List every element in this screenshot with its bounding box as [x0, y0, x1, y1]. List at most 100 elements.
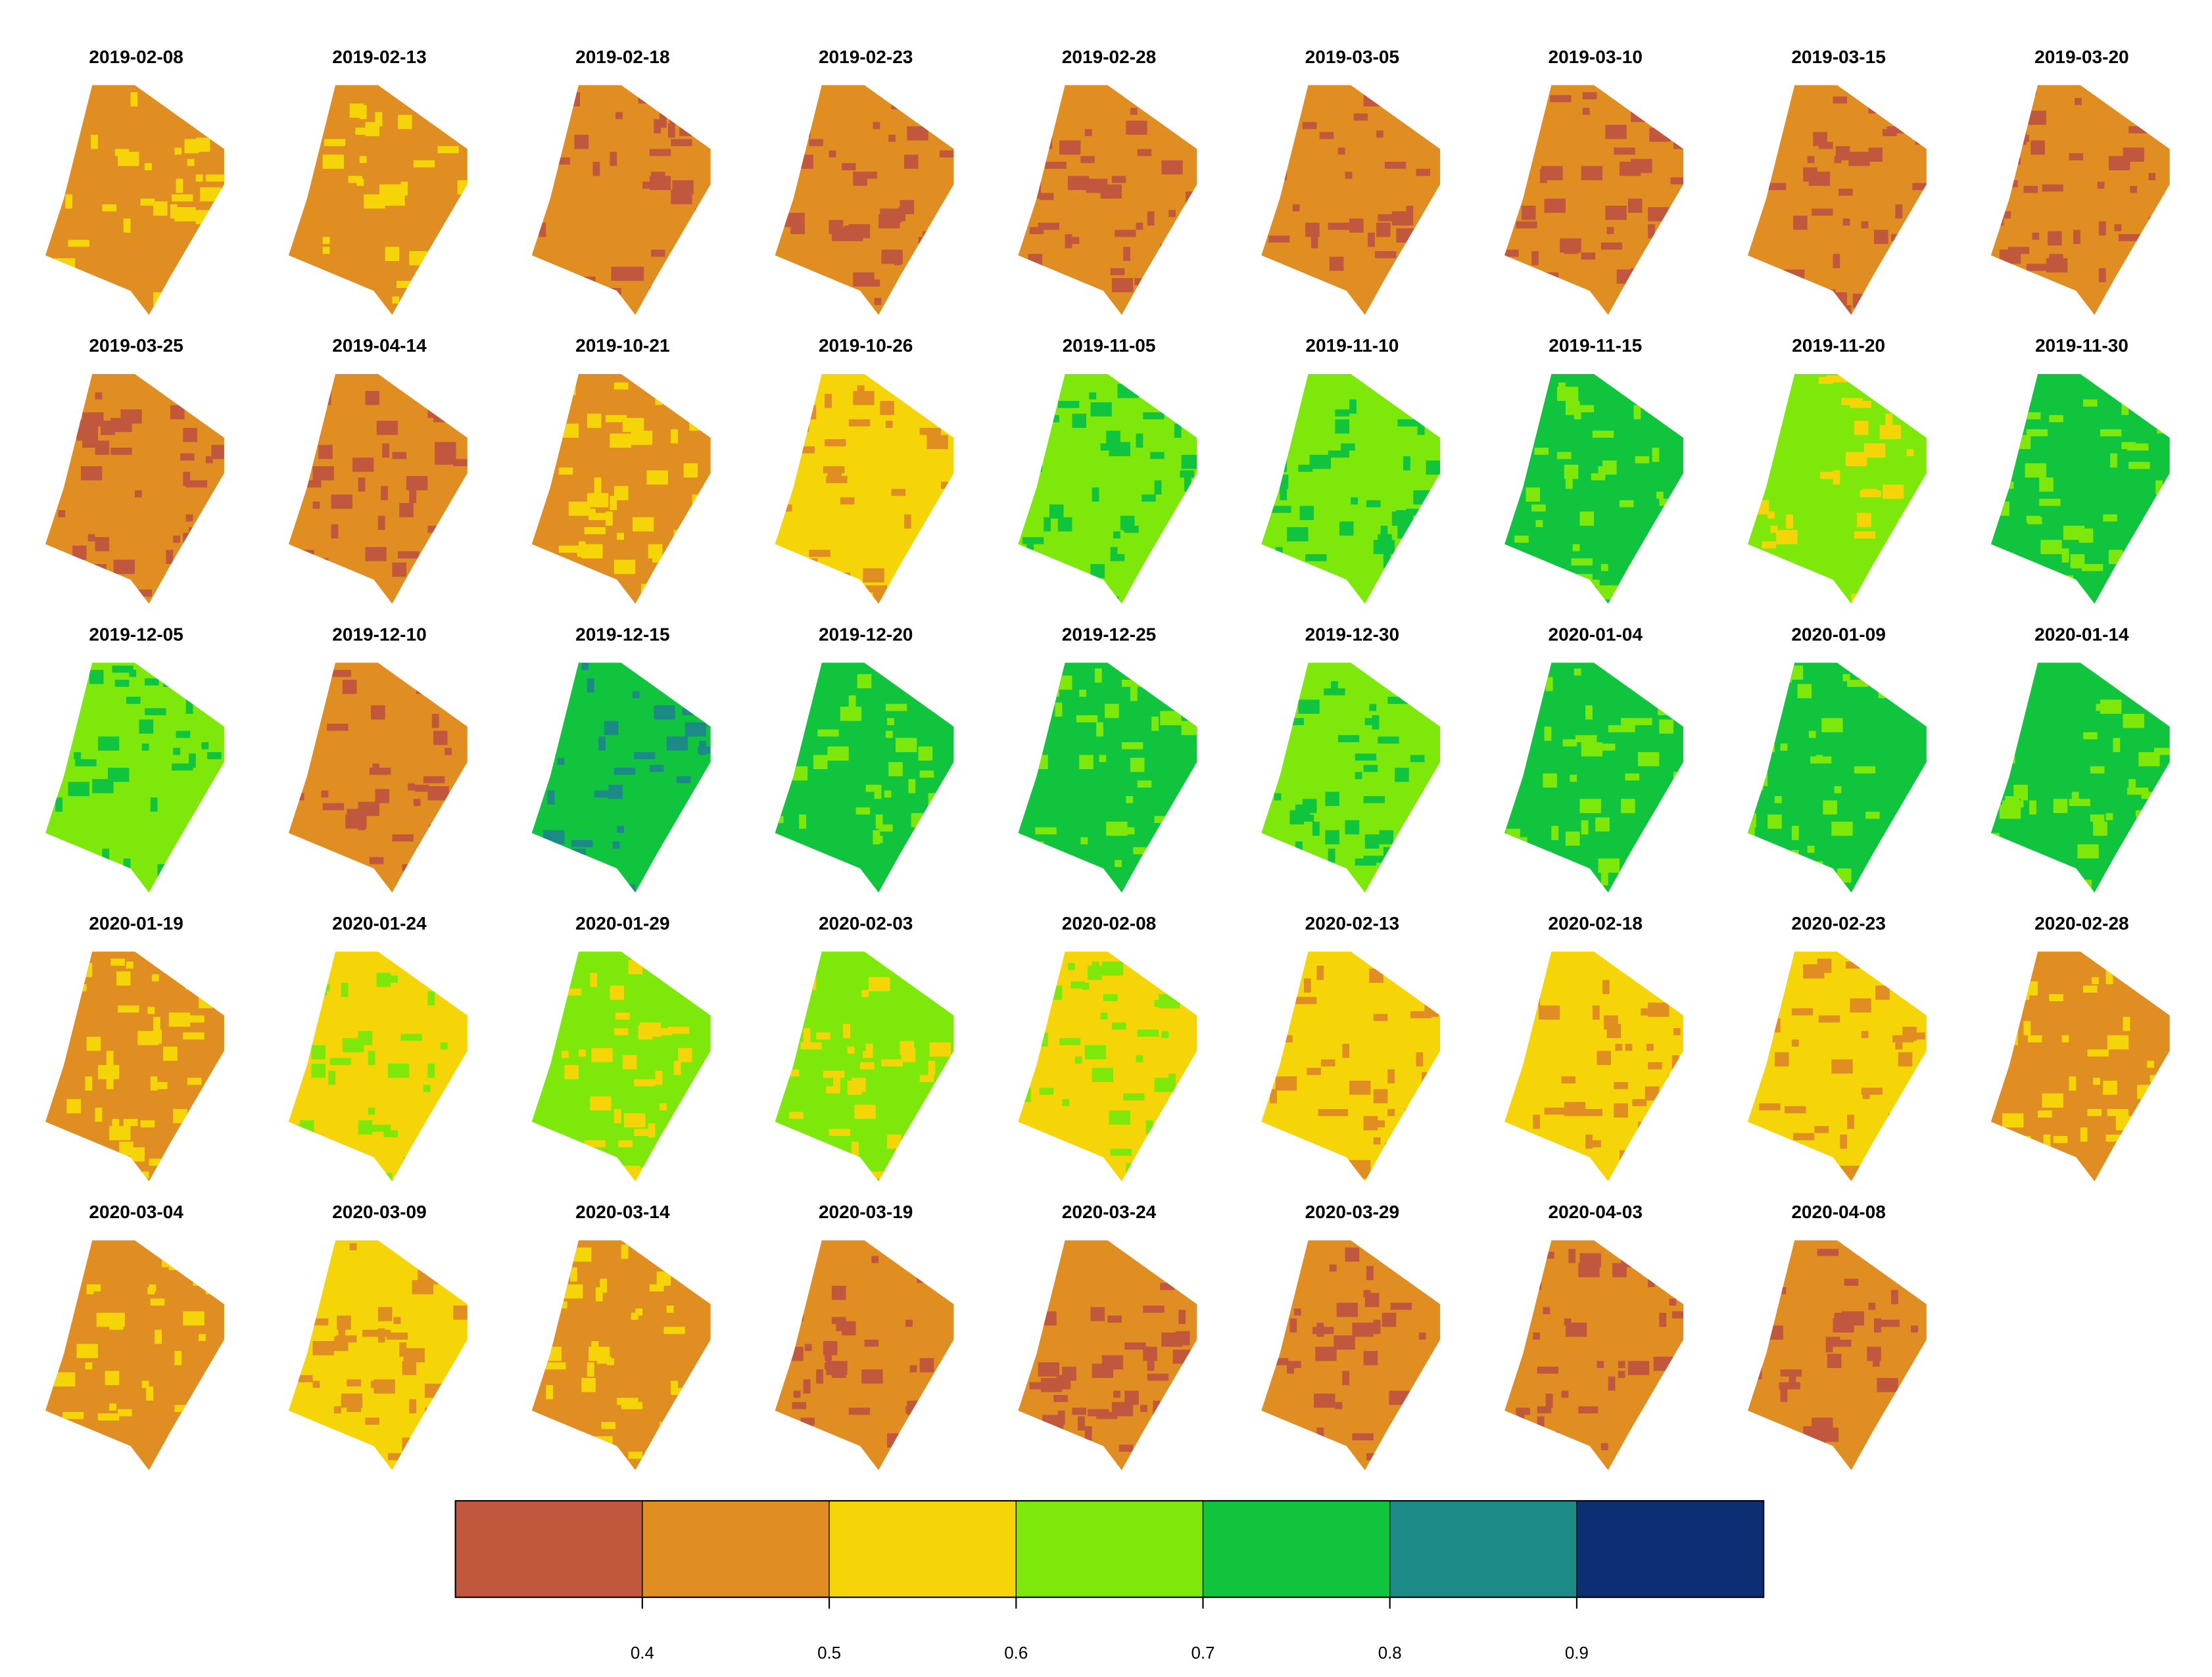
raster-main [775, 663, 954, 893]
colorbar-segment [1015, 1500, 1204, 1598]
raster-main [1747, 663, 1927, 893]
panel-map [1018, 85, 1197, 316]
colorbar-tick-label: 0.4 [631, 1644, 654, 1663]
panel-map [1990, 951, 2170, 1182]
panel-map [531, 951, 711, 1182]
panel-title: 2019-10-21 [575, 335, 669, 356]
panel-title: 2019-02-23 [819, 47, 913, 67]
panel-title: 2020-02-23 [1791, 913, 1885, 933]
raster-main [1504, 663, 1684, 893]
panel-map [288, 373, 468, 604]
panel-title: 2019-12-15 [575, 625, 669, 645]
colorbar-segment [1389, 1500, 1577, 1598]
raster-main [1261, 85, 1441, 316]
panel-map [1261, 663, 1441, 893]
colorbar-segment [642, 1500, 830, 1598]
raster-patch [537, 663, 711, 893]
raster-main [45, 1240, 224, 1471]
panel-title: 2020-01-29 [575, 913, 669, 933]
raster-main [1018, 951, 1197, 1182]
raster-main [1261, 1240, 1441, 1471]
raster-main [775, 373, 954, 604]
panel-title: 2019-10-26 [819, 335, 913, 356]
panel-title: 2019-04-14 [332, 335, 427, 356]
panel-map [775, 951, 954, 1182]
panel-map [1018, 951, 1197, 1182]
panel-map [45, 85, 224, 316]
colorbar-tick-label: 0.9 [1565, 1644, 1589, 1663]
raster-main [288, 1240, 468, 1471]
panel-map [1747, 1240, 1927, 1471]
panel-title: 2019-12-25 [1062, 625, 1156, 645]
raster-main [288, 373, 468, 604]
raster-main [531, 951, 711, 1182]
panel-map [531, 1240, 711, 1471]
panel-map [45, 373, 224, 604]
panel-title: 2019-12-05 [89, 625, 183, 645]
panel-map [775, 85, 954, 316]
raster-patch [1749, 953, 1927, 1180]
raster-patch [1995, 377, 2170, 604]
panel-title: 2019-12-10 [332, 625, 426, 645]
panel-title: 2020-01-09 [1791, 625, 1885, 645]
colorbar-segment [1576, 1500, 1764, 1598]
panel-title: 2020-03-04 [89, 1202, 183, 1222]
panel-title: 2020-02-18 [1548, 913, 1642, 933]
colorbar-tick-label: 0.8 [1378, 1644, 1402, 1663]
panel-title: 2020-03-14 [575, 1202, 670, 1222]
raster-patch [1018, 1254, 1194, 1452]
raster-main [1504, 85, 1684, 316]
panel-title: 2019-02-18 [575, 47, 669, 67]
panel-title: 2020-01-14 [2034, 625, 2129, 645]
raster-main [1018, 373, 1197, 604]
panel-title: 2019-11-15 [1549, 335, 1642, 356]
raster-main [1747, 85, 1927, 316]
colorbar-frame [454, 1500, 1765, 1598]
raster-main [531, 663, 711, 893]
panel-title: 2019-11-30 [2035, 335, 2128, 356]
panel-map [1747, 663, 1927, 893]
panel-title: 2019-02-28 [1062, 47, 1156, 67]
panel-map [1990, 85, 2170, 316]
colorbar-segment [455, 1500, 643, 1598]
raster-patch [1022, 375, 1197, 604]
panel-map [1261, 1240, 1441, 1471]
panel-map [1747, 373, 1927, 604]
raster-main [1261, 951, 1441, 1182]
panel-title: 2020-02-08 [1062, 913, 1156, 933]
raster-main [1261, 373, 1441, 604]
panel-title: 2020-01-19 [89, 913, 183, 933]
panel-map [1018, 663, 1197, 893]
panel-title: 2019-02-13 [332, 47, 426, 67]
raster-patch [1261, 663, 1441, 889]
panel-title: 2019-03-15 [1791, 47, 1885, 67]
panel-map [1018, 1240, 1197, 1471]
raster-patch [1506, 668, 1684, 889]
panel-title: 2019-12-30 [1305, 625, 1399, 645]
panel-title: 2019-12-20 [819, 625, 913, 645]
raster-patch [53, 958, 224, 1179]
raster-main [45, 85, 224, 316]
panel-map [45, 663, 224, 893]
panel-map [1747, 951, 1927, 1182]
colorbar-segment [1202, 1500, 1391, 1598]
raster-main [1990, 85, 2170, 316]
panel-map [1261, 85, 1441, 316]
raster-main [1018, 663, 1197, 893]
raster-main [288, 951, 468, 1182]
colorbar-tick-label: 0.7 [1191, 1644, 1215, 1663]
raster-patch [533, 381, 711, 598]
colorbar-tick-label: 0.5 [817, 1644, 841, 1663]
panel-title: 2020-04-08 [1791, 1202, 1885, 1222]
raster-main [1261, 663, 1441, 893]
raster-patch [48, 1253, 224, 1455]
panel-map [288, 85, 468, 316]
raster-main [45, 663, 224, 893]
panel-map [1018, 373, 1197, 604]
panel-title: 2019-11-10 [1305, 335, 1399, 356]
panel-title: 2019-03-05 [1305, 47, 1399, 67]
colorbar-segment [829, 1500, 1017, 1598]
panel-title: 2020-03-19 [819, 1202, 913, 1222]
panel-title: 2019-11-20 [1792, 335, 1885, 356]
panel-map [531, 663, 711, 893]
